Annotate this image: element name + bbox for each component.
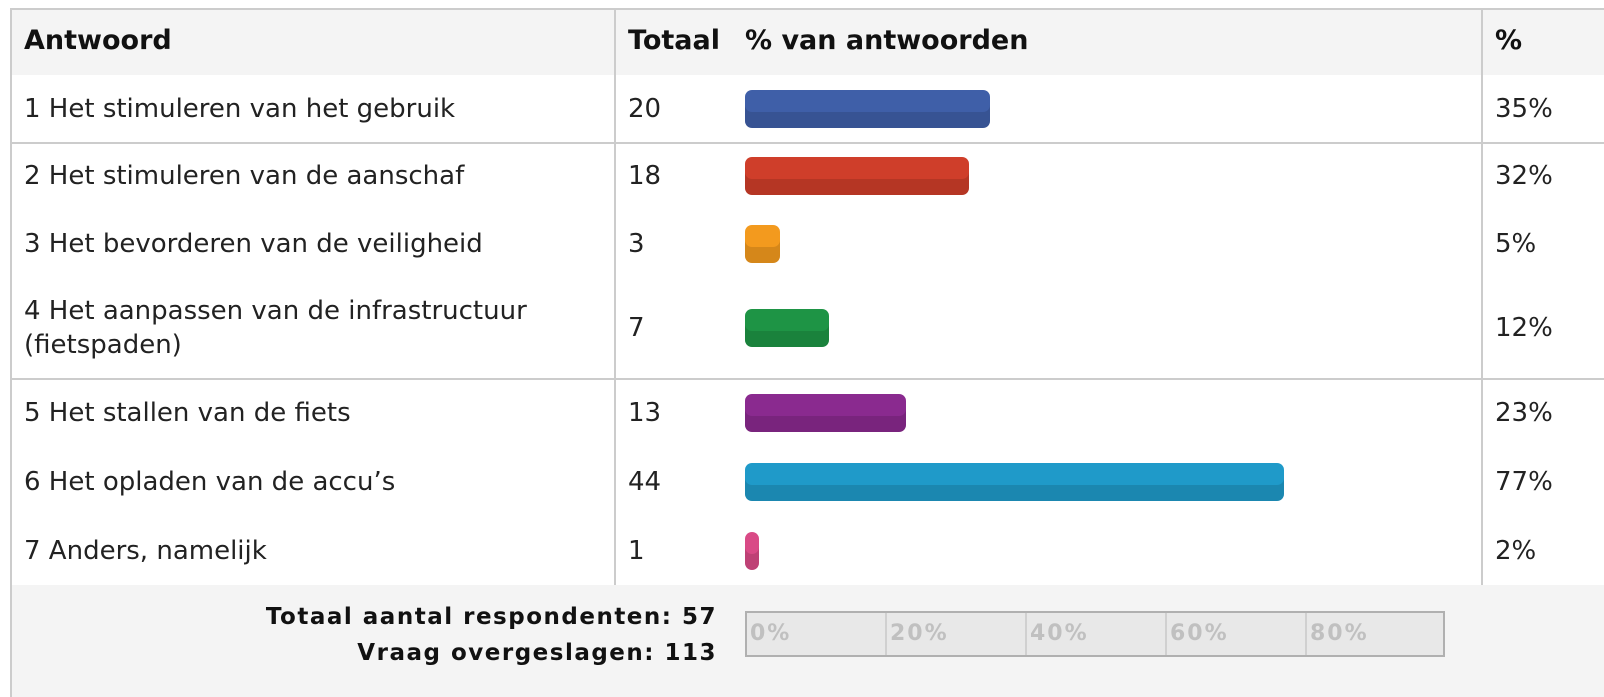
scale-tick [1025, 613, 1027, 655]
percent: 5% [1495, 229, 1537, 259]
bar [745, 309, 829, 347]
total: 1 [628, 535, 645, 566]
table-border [10, 8, 1604, 697]
total: 20 [628, 93, 662, 124]
scale-tick-label: 80% [1310, 621, 1369, 646]
percent: 12% [1495, 313, 1553, 343]
answer: 3 Het bevorderen van de veiligheid [24, 229, 483, 259]
header-bar: % van antwoorden [745, 25, 1029, 56]
row-divider [12, 378, 1604, 380]
answer: 1 Het stimuleren van het gebruik [24, 93, 456, 124]
answer: 2 Het stimuleren van de aanschaf [24, 161, 465, 191]
percent: 77% [1495, 466, 1553, 497]
skipped: Vraag overgeslagen: 113 [357, 640, 717, 666]
column-divider [614, 10, 616, 585]
answer: 6 Het opladen van de accu’s [24, 466, 396, 497]
header-row [12, 10, 1604, 75]
total: 3 [628, 229, 645, 259]
scale-tick-label: 40% [1030, 621, 1089, 646]
scale-tick [1305, 613, 1307, 655]
scale-tick-label: 60% [1170, 621, 1229, 646]
scale-tick [885, 613, 887, 655]
column-divider [1481, 10, 1483, 585]
bar [745, 531, 759, 570]
header-total: Totaal [628, 25, 720, 56]
respondents: Totaal aantal respondenten: 57 [265, 604, 717, 630]
total: 18 [628, 161, 662, 191]
bar [745, 225, 780, 263]
scale-tick-label: 20% [890, 621, 949, 646]
header-answer: Antwoord [24, 25, 172, 56]
percent: 2% [1495, 535, 1537, 566]
percent: 23% [1495, 397, 1553, 428]
bar [745, 393, 906, 432]
header-percent: % [1495, 25, 1523, 56]
percent: 32% [1495, 161, 1553, 191]
answer: 4 Het aanpassen van de infrastructuur (f… [24, 296, 527, 360]
scale-tick-label: 0% [750, 621, 792, 646]
bar [745, 462, 1284, 501]
answer: 7 Anders, namelijk [24, 535, 267, 566]
total: 13 [628, 397, 662, 428]
percent: 35% [1495, 93, 1553, 124]
bar [745, 157, 969, 195]
bar [745, 89, 990, 128]
scale-box [745, 611, 1445, 657]
total: 44 [628, 466, 662, 497]
scale-tick [1165, 613, 1167, 655]
row-divider [12, 142, 1604, 144]
total: 7 [628, 313, 645, 343]
answer: 5 Het stallen van de fiets [24, 397, 351, 428]
